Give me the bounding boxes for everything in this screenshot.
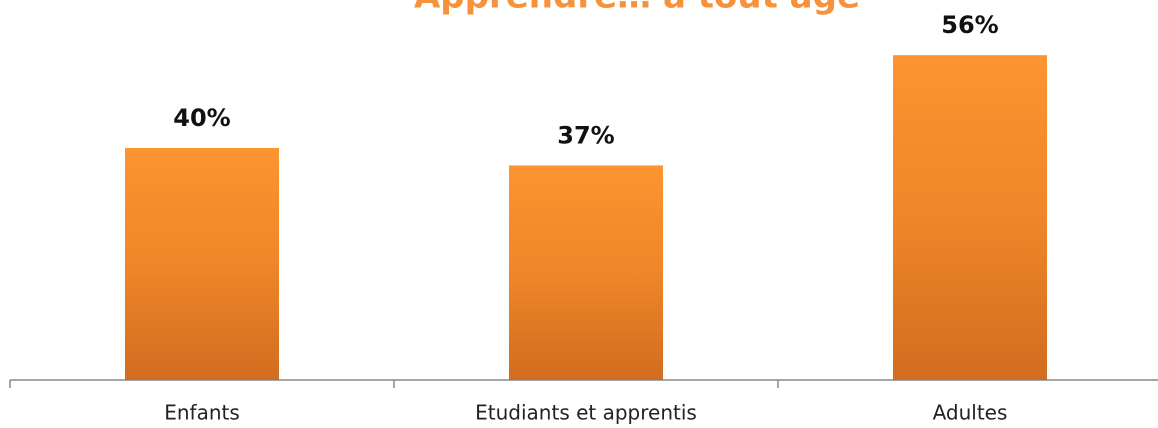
chart-title: Apprendre… à tout âge — [414, 0, 860, 17]
x-tick-label: Enfants — [164, 401, 240, 425]
x-tick-label: Etudiants et apprentis — [475, 401, 697, 425]
bar — [125, 148, 279, 380]
value-label: 37% — [557, 121, 614, 149]
value-label: 56% — [941, 11, 998, 39]
bar — [509, 165, 663, 380]
x-tick-label: Adultes — [933, 401, 1008, 425]
value-label: 40% — [173, 104, 230, 132]
bar — [893, 55, 1047, 380]
